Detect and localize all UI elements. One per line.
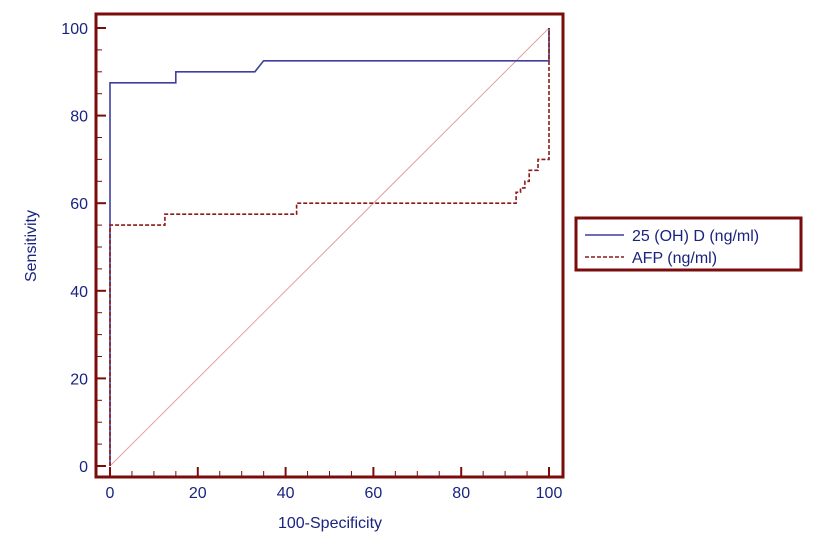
legend-label-2: AFP (ng/ml)	[632, 250, 717, 267]
legend-box	[574, 216, 803, 272]
series-line-1	[109, 28, 550, 466]
y-tick-label: 40	[70, 284, 88, 301]
x-tick-label: 80	[452, 485, 470, 502]
x-tick-label: 40	[277, 485, 295, 502]
y-tick-label: 60	[70, 196, 88, 213]
x-axis-title: 100-Specificity	[278, 515, 382, 532]
series-line-2	[109, 28, 550, 466]
x-tick-label: 100	[536, 485, 563, 502]
axes: 0 20 40 60 80 100 0 20 40 60 80 100	[61, 12, 565, 502]
y-tick-label: 100	[61, 21, 88, 38]
x-tick-label: 0	[106, 485, 115, 502]
legend-label-1: 25 (OH) D (ng/ml)	[632, 228, 759, 245]
y-tick-label: 0	[79, 459, 88, 476]
x-tick-label: 60	[365, 485, 383, 502]
y-axis-title: Sensitivity	[23, 210, 40, 282]
legend: 25 (OH) D (ng/ml) AFP (ng/ml)	[574, 216, 803, 272]
reference-diagonal-line	[109, 27, 550, 467]
plot-area	[109, 27, 550, 467]
y-tick-label: 20	[70, 371, 88, 388]
y-tick-label: 80	[70, 109, 88, 126]
x-tick-label: 20	[189, 485, 207, 502]
